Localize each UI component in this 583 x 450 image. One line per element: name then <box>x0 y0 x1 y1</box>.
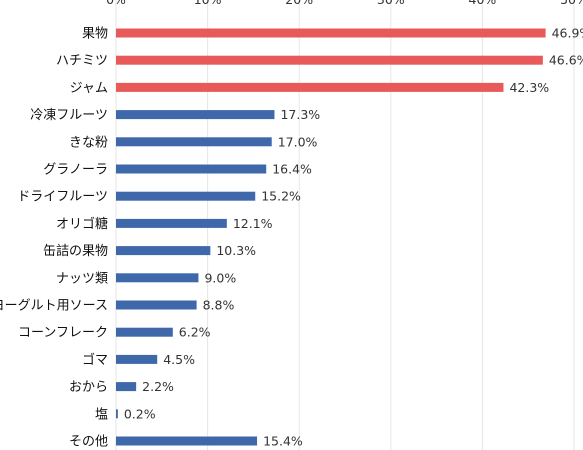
category-label: 果物 <box>82 27 108 42</box>
value-label: 17.0% <box>278 134 318 149</box>
value-label: 17.3% <box>280 107 320 122</box>
value-label: 15.2% <box>261 189 301 204</box>
x-tick-label: 50% <box>560 0 583 7</box>
value-label: 10.3% <box>216 243 256 258</box>
bar-2 <box>116 82 504 92</box>
category-label: 冷凍フルーツ <box>30 107 108 123</box>
bar-15 <box>116 436 258 446</box>
category-label: ヨーグルト用ソース <box>0 299 108 314</box>
value-label: 6.2% <box>179 325 211 340</box>
category-label: きな粉 <box>69 135 108 150</box>
bar-13 <box>116 382 137 392</box>
value-label: 9.0% <box>204 270 236 285</box>
category-label: 缶詰の果物 <box>43 243 108 259</box>
x-axis-ticks: 0% 10% 20% 30% 40% 50% <box>106 0 583 7</box>
category-label: グラノーラ <box>43 163 108 178</box>
value-label: 42.3% <box>509 80 549 95</box>
category-label: 塩 <box>95 407 108 422</box>
bar-5 <box>116 164 267 174</box>
value-label: 0.2% <box>124 406 156 421</box>
bar-10 <box>116 300 197 310</box>
bar-12 <box>116 354 158 364</box>
bar-7 <box>116 218 227 228</box>
value-label: 16.4% <box>272 162 312 177</box>
x-tick-label: 20% <box>285 0 313 7</box>
x-tick-label: 30% <box>377 0 405 7</box>
value-label: 2.2% <box>142 379 174 394</box>
category-labels: 果物ハチミツジャム冷凍フルーツきな粉グラノーラドライフルーツオリゴ糖缶詰の果物ナ… <box>0 27 108 450</box>
value-label: 12.1% <box>233 216 273 231</box>
value-label: 46.6% <box>549 53 583 68</box>
value-labels: 46.9% 46.6%42.3% 17.3% 17.0% 16.4% 15.2% 12.1%… <box>124 26 583 449</box>
category-label: ジャム <box>70 81 108 96</box>
x-tick-label: 10% <box>194 0 222 7</box>
bar-8 <box>116 246 211 256</box>
category-label: ゴマ <box>82 352 108 368</box>
bar-14 <box>116 409 118 419</box>
category-label: その他 <box>69 435 108 450</box>
bar-0 <box>116 28 546 38</box>
category-label: ナッツ類 <box>56 271 108 286</box>
bar-4 <box>116 137 272 147</box>
bar-9 <box>116 273 199 283</box>
grid-layer <box>115 0 575 450</box>
value-label: 8.8% <box>203 298 235 313</box>
category-label: ドライフルーツ <box>17 190 108 205</box>
bar-11 <box>116 327 173 337</box>
category-label: オリゴ糖 <box>56 216 108 232</box>
x-tick-label: 0% <box>106 0 126 7</box>
bar-6 <box>116 191 256 201</box>
category-label: ハチミツ <box>56 54 108 69</box>
value-label: 4.5% <box>163 352 195 367</box>
value-label: 15.4% <box>263 434 303 449</box>
bar-1 <box>116 55 543 65</box>
bars <box>116 28 546 446</box>
category-label: おから <box>69 380 108 395</box>
bar-3 <box>116 110 275 120</box>
category-label: コーンフレーク <box>18 326 108 341</box>
x-tick-label: 40% <box>469 0 497 7</box>
value-label: 46.9% <box>552 26 583 41</box>
